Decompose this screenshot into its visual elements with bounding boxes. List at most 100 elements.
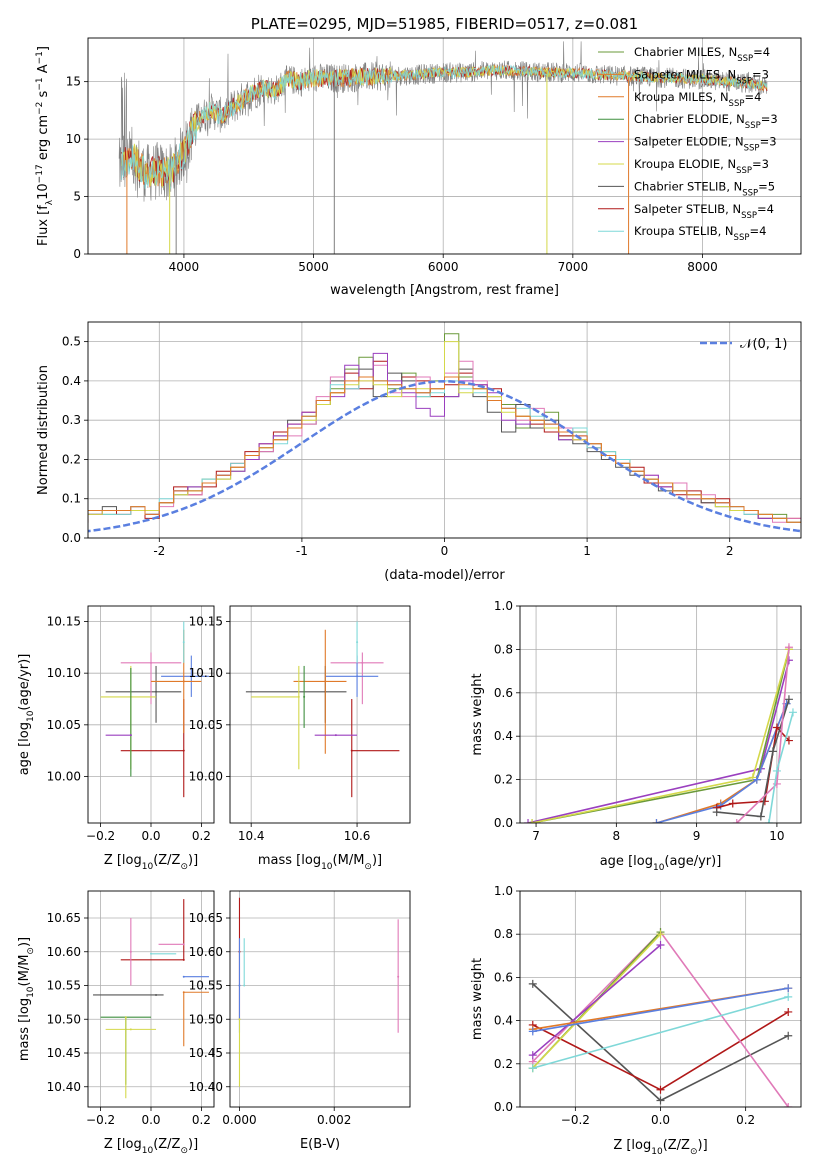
x-tick-label: 7000	[558, 260, 589, 274]
x-tick-label: 10.6	[344, 829, 371, 843]
y-tick-label: 10.65	[47, 911, 81, 925]
panel-age-vs-mass: 10.4 10.6 10.00 10.05 10.10 10.15 mass [log10(…	[189, 605, 411, 872]
legend-entry: 𝒩(0, 1)	[740, 337, 787, 352]
y-tick-label: 0.5	[62, 335, 81, 349]
histogram-series	[88, 368, 801, 523]
y-tick-label: 10.10	[47, 666, 81, 680]
y-tick-label: 5	[73, 190, 81, 204]
y-tick-label: 0.0	[494, 816, 513, 830]
data-point	[356, 641, 359, 644]
plus-marker	[752, 775, 761, 784]
data-point	[334, 734, 337, 737]
y-tick-label: 10.50	[189, 1012, 223, 1026]
weight-series	[532, 996, 789, 1069]
data-point	[182, 749, 185, 752]
plus-marker	[784, 643, 793, 652]
axes-frame	[229, 605, 411, 824]
plus-marker	[784, 1031, 793, 1040]
y-tick-label: 10.40	[47, 1080, 81, 1094]
y-axis-label-group: age [log10(age/yr)]	[17, 654, 36, 776]
y-tick-label: 10.55	[189, 979, 223, 993]
data-point	[129, 734, 132, 737]
y-tick-label: 0.0	[494, 1100, 513, 1114]
legend: Chabrier MILES, NSSP=4 Salpeter MILES, NS…	[598, 45, 778, 243]
data-point	[303, 695, 306, 698]
weight-series	[736, 647, 790, 823]
y-tick-label: 0.1	[62, 492, 81, 506]
plus-marker	[748, 773, 757, 782]
plus-marker	[524, 819, 533, 823]
legend-entry: Salpeter ELODIE, NSSP=3	[634, 135, 777, 154]
y-tick-label: 0.6	[494, 970, 513, 984]
y-tick-label: 0.4	[494, 1014, 513, 1028]
legend: 𝒩(0, 1)	[700, 337, 787, 352]
legend-entry: Salpeter MILES, NSSP=3	[634, 67, 769, 86]
panel-mass-vs-EBV: 0.000 0.002 10.40 10.45 10.50 10.55 10.60 10.65…	[189, 890, 411, 1152]
y-tick-label: 10.60	[47, 945, 81, 959]
histogram-series	[88, 360, 801, 523]
plus-marker	[528, 1027, 537, 1036]
y-tick-label: 10.10	[189, 666, 223, 680]
x-tick-label: 10.4	[238, 829, 265, 843]
plus-marker	[656, 1085, 665, 1094]
plus-marker	[784, 1103, 793, 1107]
x-tick-label: 10	[769, 829, 784, 843]
x-axis-label: wavelength [Angstrom, rest frame]	[330, 283, 559, 298]
x-tick-label: −0.2	[561, 1113, 590, 1127]
x-axis-label: (data-model)/error	[384, 568, 505, 583]
y-tick-label: 10.40	[189, 1080, 223, 1094]
data-point	[155, 993, 158, 996]
data-point	[150, 661, 152, 664]
grid	[88, 606, 214, 823]
y-tick-label: 0.3	[62, 413, 81, 427]
x-axis-label: Z [log10(Z/Z⊙)]	[104, 1137, 198, 1156]
y-axis-label-group: mass [log10(M/M⊙)]	[17, 937, 36, 1061]
data-point	[238, 984, 241, 987]
grid	[230, 606, 410, 823]
x-tick-label: 2	[726, 544, 734, 558]
x-tick-label: 0.000	[222, 1113, 256, 1127]
x-tick-label: 8000	[687, 260, 718, 274]
y-axis-label: mass weight	[470, 673, 485, 755]
plus-marker	[784, 736, 793, 745]
y-tick-label: 10.60	[189, 945, 223, 959]
plot-area	[88, 891, 214, 1107]
axes-frame	[87, 37, 802, 255]
x-tick-label: 0.2	[736, 1113, 755, 1127]
y-tick-label: 10.15	[47, 615, 81, 629]
plot-area	[230, 606, 410, 823]
x-tick-label: 0.2	[192, 829, 211, 843]
chart-title: PLATE=0295, MJD=51985, FIBERID=0517, z=0…	[251, 15, 638, 33]
plot-area	[520, 606, 801, 823]
legend-entry: Chabrier ELODIE, NSSP=3	[634, 112, 778, 131]
x-axis-label: Z [log10(Z/Z⊙)]	[613, 1138, 707, 1157]
panel-mass-vs-Z: −0.2 0.0 0.2 10.40 10.45 10.50 10.55 10.60 10.65…	[17, 890, 215, 1156]
plot-area	[230, 891, 410, 1107]
data-point	[182, 641, 185, 644]
x-tick-label: 7	[532, 829, 540, 843]
weight-series	[656, 703, 788, 823]
plus-marker	[784, 984, 793, 993]
axes-frame	[519, 605, 802, 824]
y-tick-label: 0.4	[494, 729, 513, 743]
plus-marker	[784, 992, 793, 1001]
x-tick-label: 0.0	[141, 1113, 160, 1127]
data-point	[297, 695, 300, 698]
data-point	[150, 952, 152, 955]
legend-entry: Chabrier STELIB, NSSP=5	[634, 179, 775, 198]
plus-marker	[784, 695, 793, 704]
plus-marker	[656, 941, 665, 949]
y-tick-label: 10.05	[189, 718, 223, 732]
data-point	[124, 1016, 127, 1019]
panel-age-vs-Z: −0.2 0.0 0.2 10.00 10.05 10.10 10.15 Z [log10(Z…	[17, 605, 215, 872]
x-tick-label: 8	[613, 829, 621, 843]
grid	[520, 606, 801, 823]
plus-marker	[712, 808, 721, 817]
x-axis-label: E(B-V)	[300, 1137, 340, 1152]
x-tick-label: 1	[583, 544, 591, 558]
data-point	[350, 749, 353, 752]
data-point	[155, 690, 158, 693]
plus-marker	[528, 979, 537, 988]
plus-marker	[528, 1064, 537, 1073]
data-point	[129, 950, 132, 953]
